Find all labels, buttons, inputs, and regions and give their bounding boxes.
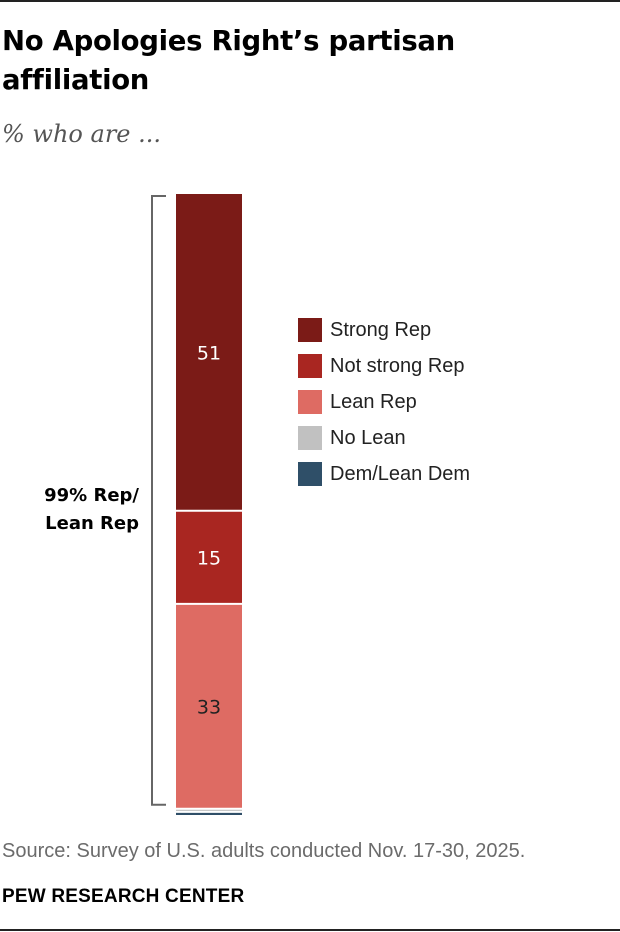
bar-segment-lean-rep <box>176 603 242 809</box>
legend-label: Strong Rep <box>330 318 432 341</box>
bottom-rule <box>0 929 620 931</box>
source-note: Source: Survey of U.S. adults conducted … <box>2 840 526 862</box>
bracket-label-line-1: 99% Rep/ <box>44 485 139 506</box>
bar-segment-dem-lean-dem <box>176 811 242 815</box>
legend-item: Dem/Lean Dem <box>298 456 470 492</box>
legend-item: Lean Rep <box>298 384 470 420</box>
legend-label: Lean Rep <box>330 390 417 413</box>
chart-subtitle: % who are ... <box>2 120 162 148</box>
bar-segment-strong-rep <box>176 194 242 511</box>
bar-segment-no-lean <box>176 808 242 812</box>
legend-item: Strong Rep <box>298 312 470 348</box>
top-rule <box>0 0 620 2</box>
value-label: 15 <box>197 547 221 569</box>
bracket-label: 99% Rep/ Lean Rep <box>0 482 139 538</box>
chart-title: No Apologies Right’s partisan affiliatio… <box>2 25 455 96</box>
organization-name: PEW RESEARCH CENTER <box>2 886 245 907</box>
legend-swatch <box>298 354 322 378</box>
legend-item: Not strong Rep <box>298 348 470 384</box>
bracket-label-line-2: Lean Rep <box>45 513 139 534</box>
legend-swatch <box>298 462 322 486</box>
value-label: 51 <box>197 342 221 364</box>
bar-segment-not-strong-rep <box>176 510 242 604</box>
value-label: 33 <box>197 696 221 718</box>
legend-label: No Lean <box>330 426 406 449</box>
legend-swatch <box>298 426 322 450</box>
legend-swatch <box>298 318 322 342</box>
legend: Strong Rep Not strong Rep Lean Rep No Lean D… <box>298 312 470 492</box>
legend-item: No Lean <box>298 420 470 456</box>
legend-swatch <box>298 390 322 414</box>
legend-label: Dem/Lean Dem <box>330 462 471 485</box>
bracket <box>151 195 166 806</box>
legend-label: Not strong Rep <box>330 354 465 377</box>
